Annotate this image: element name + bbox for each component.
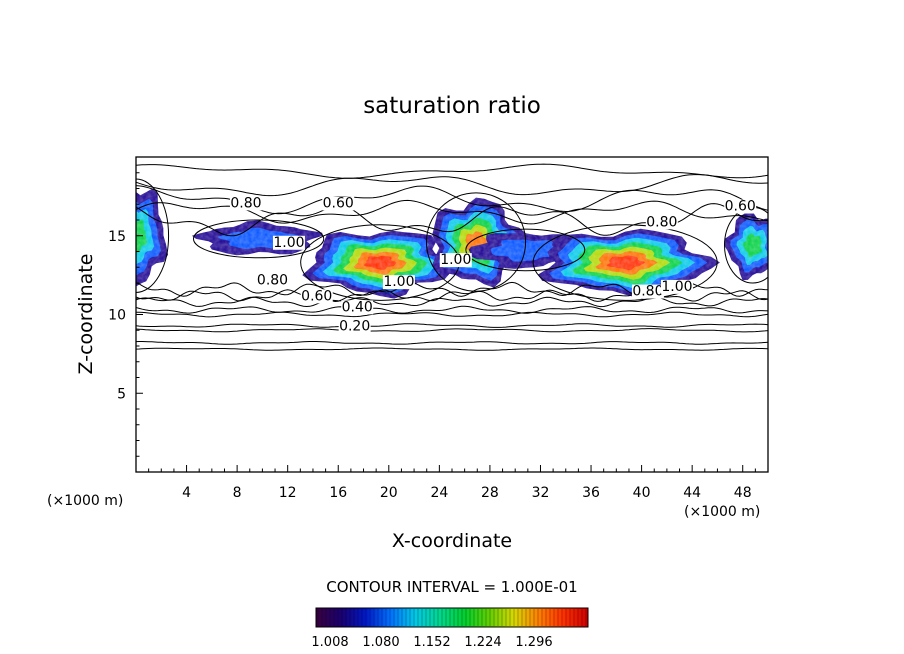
contour-label: 0.80 — [632, 284, 663, 300]
y-axis-title: Z-coordinate — [75, 254, 97, 375]
contour-line — [136, 347, 768, 351]
contour-label-bg — [660, 279, 693, 294]
x-tick-label: 20 — [380, 485, 398, 501]
chart-title: saturation ratio — [363, 93, 541, 119]
x-tick-label: 16 — [329, 485, 347, 501]
x-tick-label: 48 — [734, 485, 752, 501]
y-ticks: 5 10 15 — [108, 172, 143, 457]
contour-label-bg — [272, 235, 305, 250]
x-tick-label: 12 — [279, 485, 297, 501]
contour-interval-text: CONTOUR INTERVAL = 1.000E-01 — [326, 578, 577, 596]
shade-texture — [136, 188, 168, 287]
colorbar-ticks: 1.008 1.080 1.152 1.224 1.296 — [311, 635, 552, 650]
shade-texture — [724, 211, 768, 281]
supersaturation-region — [537, 228, 720, 299]
contour-label-bg — [724, 199, 757, 214]
contour-label: 0.80 — [646, 214, 677, 230]
contour-label-bg — [338, 319, 371, 334]
contour-labels: 0.80 0.601.000.800.601.000.400.201.000.80… — [229, 195, 757, 334]
contour-line — [136, 341, 768, 345]
supersaturation-region — [136, 188, 168, 287]
contour-label-bg — [341, 300, 374, 315]
colorbar-frame — [315, 607, 589, 628]
x-tick-label: 40 — [633, 485, 651, 501]
contour-label-bg — [645, 215, 678, 230]
x-tick-label: 32 — [532, 485, 550, 501]
colorbar-tick-label: 1.080 — [362, 635, 399, 650]
contour-line — [136, 305, 768, 314]
contour-label: 1.00 — [383, 274, 414, 290]
colorbar-tick-label: 1.152 — [413, 635, 450, 650]
x-tick-label: 8 — [233, 485, 242, 501]
contour-label: 0.60 — [323, 195, 354, 211]
contour-label-bg — [256, 273, 289, 288]
shaded-regions — [136, 188, 768, 299]
contour-line — [136, 328, 768, 333]
contour-label-bg — [300, 289, 333, 304]
shade-texture — [302, 230, 459, 299]
plot-area: 0.80 0.601.000.800.601.000.400.201.000.80… — [136, 163, 768, 351]
contour-ring — [136, 178, 170, 293]
x-tick-label: 24 — [430, 485, 448, 501]
contour-line — [136, 323, 768, 328]
contour-label: 0.40 — [342, 299, 373, 315]
colorbar-stripes — [317, 609, 587, 626]
x-tick-label: 4 — [182, 485, 191, 501]
colorbar: 1.008 1.080 1.152 1.224 1.296 — [311, 607, 589, 650]
contour-label: 0.20 — [339, 318, 370, 334]
contour-line — [136, 163, 768, 179]
contour-label: 1.00 — [661, 279, 692, 295]
contour-label-bg — [382, 275, 415, 290]
supersaturation-region — [724, 211, 768, 281]
x-ticks: 4 8 12 16 20 24 28 32 36 40 44 48 — [148, 465, 756, 501]
contour-ring — [425, 192, 527, 292]
y-tick-label: 5 — [117, 386, 126, 402]
y-tick-label: 15 — [108, 229, 126, 245]
x-axis-title: X-coordinate — [392, 530, 512, 552]
colorbar-tick-label: 1.296 — [515, 635, 552, 650]
contour-label: 0.60 — [301, 288, 332, 304]
x-unit-label: (×1000 m) — [684, 504, 760, 520]
contour-label-bg — [439, 253, 472, 268]
contour-label: 1.00 — [273, 235, 304, 251]
contour-ring — [465, 228, 586, 272]
contour-line — [136, 311, 768, 318]
contour-label: 1.00 — [440, 252, 471, 268]
z-unit-label: (×1000 m) — [47, 493, 123, 509]
contour-label: 0.80 — [257, 273, 288, 289]
x-tick-label: 36 — [582, 485, 600, 501]
contour-label-bg — [229, 196, 262, 211]
y-tick-label: 10 — [108, 308, 126, 324]
x-tick-label: 28 — [481, 485, 499, 501]
colorbar-fill — [316, 608, 588, 627]
contour-label: 0.80 — [230, 195, 261, 211]
colorbar-tick-label: 1.008 — [311, 635, 348, 650]
contour-lines — [136, 163, 768, 351]
contour-line — [136, 296, 768, 308]
contour-line — [136, 173, 768, 197]
contour-ring — [192, 219, 325, 259]
contour-label-bg — [631, 284, 664, 299]
contour-ring — [532, 224, 718, 301]
colorbar-tick-label: 1.224 — [464, 635, 501, 650]
x-tick-label: 44 — [683, 485, 701, 501]
contour-label: 0.60 — [725, 199, 756, 215]
contour-label-bg — [322, 196, 355, 211]
